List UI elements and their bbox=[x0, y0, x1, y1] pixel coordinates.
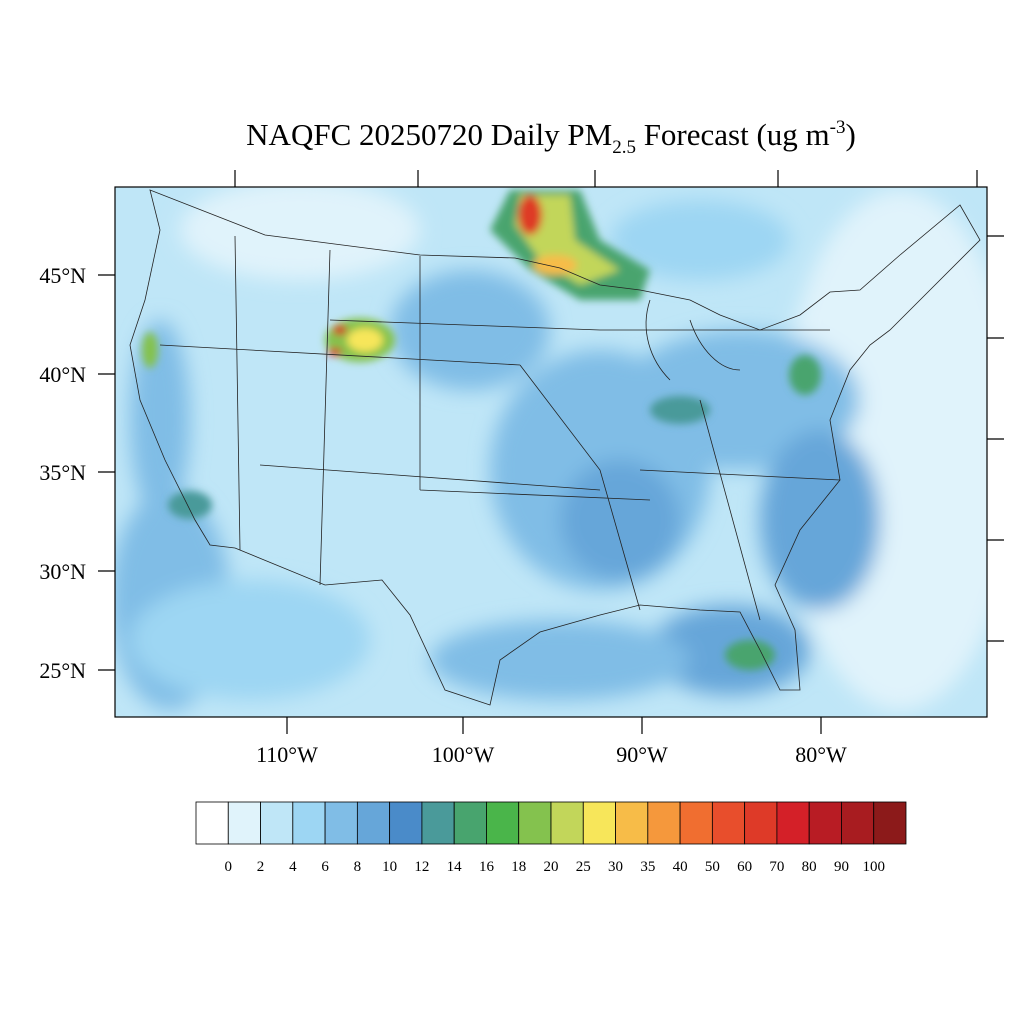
colorbar-box bbox=[195, 801, 229, 845]
colorbar: 0 2 4 6 8 10 12 14 16 18 20 25 30 35 40 50 60 70 80 90 100 bbox=[195, 801, 907, 875]
colorbar-label: 20 bbox=[544, 859, 559, 875]
colorbar-box bbox=[324, 801, 358, 845]
lon-label: 100°W bbox=[432, 742, 495, 767]
colorbar-label: 70 bbox=[769, 859, 784, 875]
colorbar-box bbox=[582, 801, 616, 845]
map-frame bbox=[114, 186, 988, 718]
colorbar-label: 6 bbox=[321, 859, 329, 875]
map-field bbox=[115, 187, 987, 717]
colorbar-box bbox=[647, 801, 681, 845]
title-main: NAQFC 20250720 Daily PM bbox=[246, 117, 612, 152]
lat-label: 30°N bbox=[39, 559, 86, 584]
colorbar-box bbox=[873, 801, 907, 845]
colorbar-label: 90 bbox=[834, 859, 849, 875]
lat-label: 45°N bbox=[39, 263, 86, 288]
colorbar-box bbox=[356, 801, 391, 845]
lat-label: 40°N bbox=[39, 362, 86, 387]
colorbar-label: 14 bbox=[447, 859, 463, 875]
colorbar-label: 60 bbox=[737, 859, 752, 875]
colorbar-label: 50 bbox=[705, 859, 720, 875]
colorbar-label: 40 bbox=[673, 859, 688, 875]
colorbar-label: 10 bbox=[382, 859, 397, 875]
colorbar-label: 4 bbox=[289, 859, 297, 875]
title-subscript: 2.5 bbox=[612, 137, 636, 158]
ticks bbox=[98, 170, 1004, 734]
lat-label: 35°N bbox=[39, 460, 86, 485]
colorbar-label: 30 bbox=[608, 859, 623, 875]
title-superscript: -3 bbox=[830, 117, 846, 138]
colorbar-label: 0 bbox=[225, 859, 233, 875]
colorbar-box bbox=[292, 801, 326, 845]
colorbar-box bbox=[260, 801, 294, 845]
colorbar-box bbox=[227, 801, 261, 845]
colorbar-box bbox=[808, 801, 842, 845]
colorbar-box bbox=[841, 801, 875, 845]
colorbar-label: 16 bbox=[479, 859, 495, 875]
lon-label: 110°W bbox=[256, 742, 318, 767]
colorbar-box bbox=[550, 801, 584, 845]
colorbar-box bbox=[711, 801, 746, 845]
colorbar-label: 18 bbox=[511, 859, 526, 875]
map-title: NAQFC 20250720 Daily PM2.5 Forecast (ug … bbox=[246, 117, 856, 158]
colorbar-box bbox=[486, 801, 520, 845]
colorbar-box bbox=[453, 801, 487, 845]
colorbar-label: 80 bbox=[802, 859, 817, 875]
colorbar-label: 35 bbox=[640, 859, 655, 875]
colorbar-box bbox=[679, 801, 713, 845]
axis-labels: 45°N 40°N 35°N 30°N 25°N 110°W 100°W 90°W 80°W bbox=[39, 263, 847, 767]
colorbar-box bbox=[421, 801, 455, 845]
colorbar-label: 25 bbox=[576, 859, 591, 875]
colorbar-label: 8 bbox=[354, 859, 362, 875]
colorbar-label: 2 bbox=[257, 859, 265, 875]
title-end: ) bbox=[845, 117, 855, 152]
colorbar-box bbox=[389, 801, 423, 845]
lon-label: 80°W bbox=[795, 742, 847, 767]
title-middle: Forecast (ug m bbox=[636, 117, 830, 152]
lon-label: 90°W bbox=[616, 742, 668, 767]
colorbar-box bbox=[615, 801, 649, 845]
colorbar-box bbox=[518, 801, 552, 845]
colorbar-label: 12 bbox=[414, 859, 429, 875]
lat-label: 25°N bbox=[39, 658, 86, 683]
colorbar-box bbox=[744, 801, 778, 845]
colorbar-box bbox=[776, 801, 810, 845]
colorbar-label: 100 bbox=[862, 859, 885, 875]
